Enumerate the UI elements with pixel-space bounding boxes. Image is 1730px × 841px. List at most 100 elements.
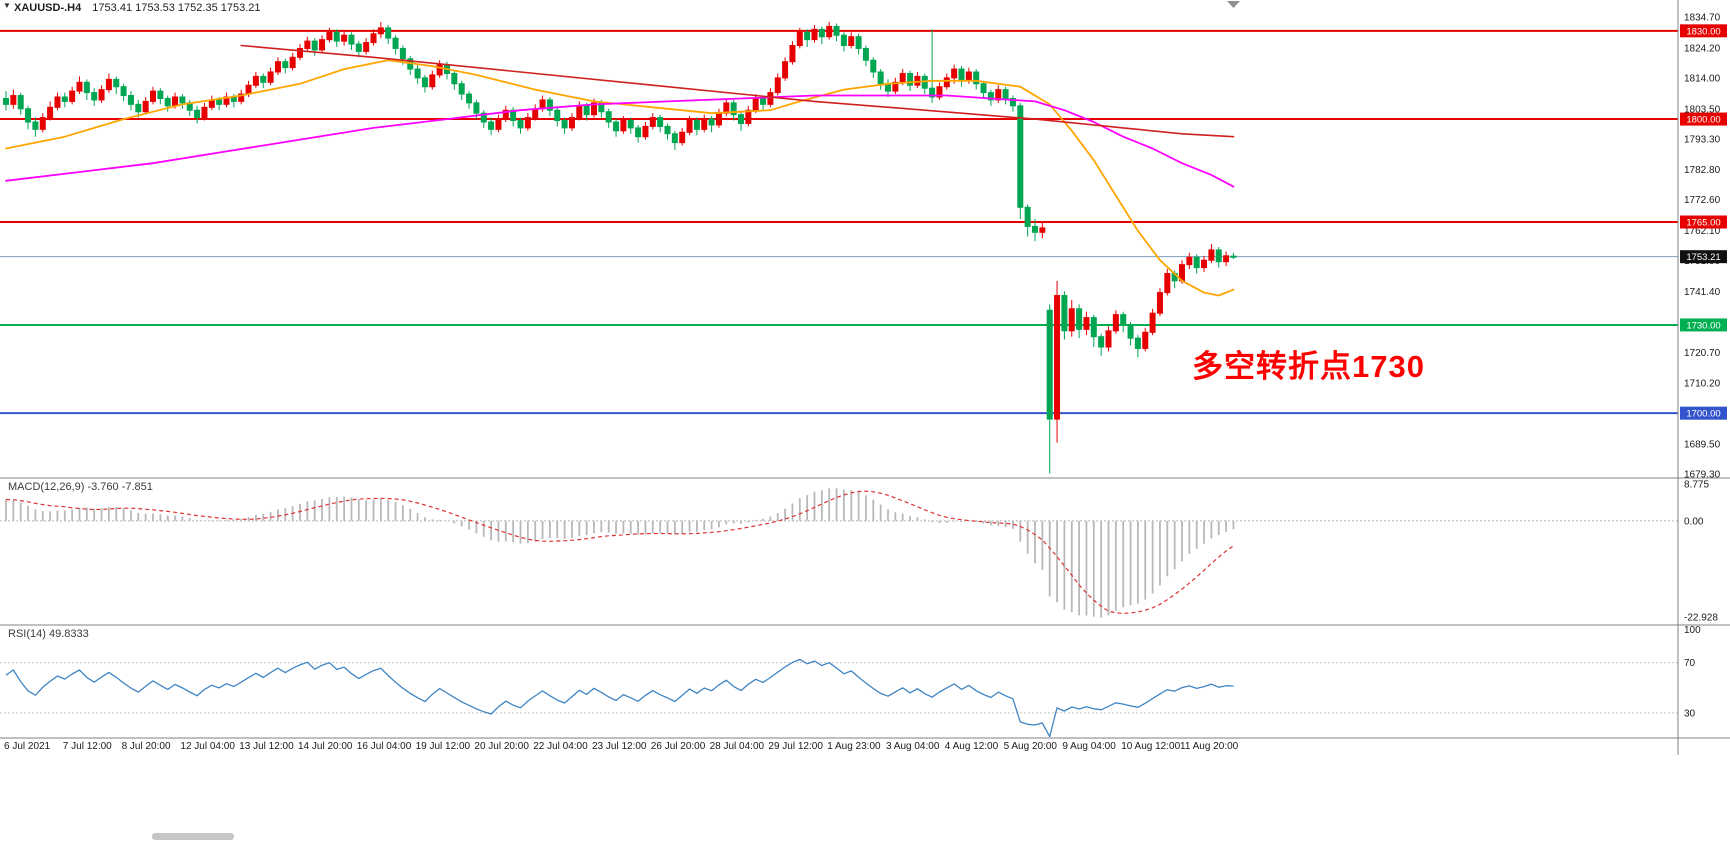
price-badge-label: 1753.21 bbox=[1686, 252, 1720, 263]
candle-body-down bbox=[561, 120, 568, 129]
candle-body-down bbox=[517, 120, 524, 129]
candle-body-down bbox=[355, 43, 362, 52]
candle-body-up bbox=[54, 96, 61, 108]
candle-body-down bbox=[32, 121, 39, 130]
price-tick-label: 1741.40 bbox=[1684, 287, 1721, 298]
candle-body-down bbox=[333, 31, 340, 42]
candle-body-down bbox=[421, 77, 428, 88]
candle-body-down bbox=[840, 34, 847, 47]
candle-body-up bbox=[76, 81, 83, 92]
time-axis-label: 9 Aug 04:00 bbox=[1062, 741, 1116, 752]
candle-body-down bbox=[664, 125, 671, 135]
rsi-pane bbox=[0, 658, 1678, 738]
candle-body-down bbox=[1215, 249, 1222, 263]
candle-body-up bbox=[745, 109, 752, 124]
candle-body-up bbox=[524, 117, 531, 129]
candle-body-down bbox=[693, 120, 700, 130]
chart-symbol-timeframe: XAUUSD-.H4 bbox=[14, 2, 82, 14]
candle-body-up bbox=[995, 89, 1002, 101]
time-axis-label: 8 Jul 20:00 bbox=[122, 741, 171, 752]
candle-body-down bbox=[157, 90, 164, 99]
candle-body-down bbox=[1134, 337, 1141, 349]
candle-body-up bbox=[774, 77, 781, 94]
time-axis-label: 23 Jul 12:00 bbox=[592, 741, 647, 752]
candle-body-down bbox=[708, 118, 715, 126]
price-tick-label: 1720.70 bbox=[1684, 348, 1721, 359]
price-badge-label: 1830.00 bbox=[1686, 26, 1720, 37]
candle-body-down bbox=[458, 83, 465, 95]
candle-body-up bbox=[568, 117, 575, 129]
rsi-indicator-label: RSI(14) 49.8333 bbox=[8, 628, 89, 640]
candle-body-down bbox=[818, 28, 825, 38]
candle-body-up bbox=[495, 118, 502, 130]
candle-body-up bbox=[10, 95, 17, 105]
candle-body-down bbox=[473, 102, 480, 114]
candle-body-up bbox=[69, 90, 76, 102]
candle-body-down bbox=[480, 112, 487, 123]
time-axis-label: 12 Jul 04:00 bbox=[180, 741, 235, 752]
candle-body-down bbox=[127, 95, 134, 105]
candle-body-up bbox=[201, 106, 208, 119]
candle-body-down bbox=[760, 97, 767, 105]
candle-body-down bbox=[216, 99, 223, 105]
candle-body-down bbox=[3, 97, 9, 105]
ma-long-red bbox=[240, 44, 1235, 138]
horizontal-scrollbar-thumb[interactable] bbox=[152, 833, 234, 840]
candle-body-down bbox=[1127, 324, 1134, 339]
candle-body-up bbox=[951, 68, 958, 79]
candle-body-up bbox=[620, 120, 627, 132]
price-level-badge bbox=[1680, 112, 1727, 126]
candle-body-down bbox=[804, 31, 811, 41]
separators-layer bbox=[0, 0, 1730, 755]
ma-fast-orange bbox=[5, 59, 1235, 297]
candle-body-down bbox=[488, 121, 495, 130]
chevron-down-icon[interactable]: ▼ bbox=[3, 1, 11, 10]
candle-body-down bbox=[870, 59, 877, 73]
candle-body-up bbox=[767, 92, 774, 105]
chart-annotation-text[interactable]: 多空转折点1730 bbox=[1192, 349, 1425, 384]
level-lines-layer bbox=[0, 29, 1678, 415]
candle-body-up bbox=[943, 77, 950, 88]
candle-body-up bbox=[341, 34, 348, 42]
rsi-tick-label: 30 bbox=[1684, 708, 1696, 719]
candle-body-down bbox=[907, 72, 914, 86]
macd-pane bbox=[0, 488, 1678, 618]
candle-body-up bbox=[789, 45, 796, 63]
price-tick-label: 1803.50 bbox=[1684, 104, 1721, 115]
candle-body-up bbox=[363, 42, 370, 52]
candle-body-down bbox=[179, 96, 186, 104]
candle-body-up bbox=[172, 96, 179, 107]
price-level-badge bbox=[1680, 215, 1727, 229]
candle-body-down bbox=[980, 83, 987, 94]
candle-body-up bbox=[811, 28, 818, 41]
price-badge-label: 1700.00 bbox=[1686, 409, 1720, 420]
candle-body-up bbox=[796, 31, 803, 47]
time-axis-label: 14 Jul 20:00 bbox=[298, 741, 353, 752]
ma-overlays-layer bbox=[5, 44, 1235, 297]
candle-body-down bbox=[282, 61, 289, 69]
candle-body-down bbox=[554, 109, 561, 122]
candle-body-down bbox=[862, 47, 869, 61]
candle-body-up bbox=[370, 33, 377, 44]
candle-body-up bbox=[936, 86, 943, 98]
candle-body-up bbox=[245, 84, 252, 95]
candle-body-up bbox=[47, 106, 54, 119]
candle-body-down bbox=[583, 105, 590, 116]
candle-body-up bbox=[1083, 317, 1090, 330]
current-price-badge bbox=[1680, 250, 1727, 264]
candle-body-up bbox=[1054, 295, 1061, 420]
candle-body-down bbox=[113, 78, 120, 88]
candle-body-up bbox=[377, 27, 384, 35]
price-tick-label: 1689.50 bbox=[1684, 440, 1721, 451]
chart-shift-marker-icon[interactable] bbox=[1227, 1, 1240, 8]
candle-body-down bbox=[83, 81, 90, 94]
candle-body-down bbox=[613, 121, 620, 132]
candle-body-down bbox=[987, 92, 994, 101]
candle-body-down bbox=[1009, 97, 1016, 107]
candle-body-up bbox=[1164, 272, 1171, 294]
candle-body-up bbox=[1105, 330, 1112, 348]
candle-body-down bbox=[399, 47, 406, 60]
candle-body-down bbox=[546, 99, 553, 111]
candle-body-up bbox=[576, 105, 583, 119]
